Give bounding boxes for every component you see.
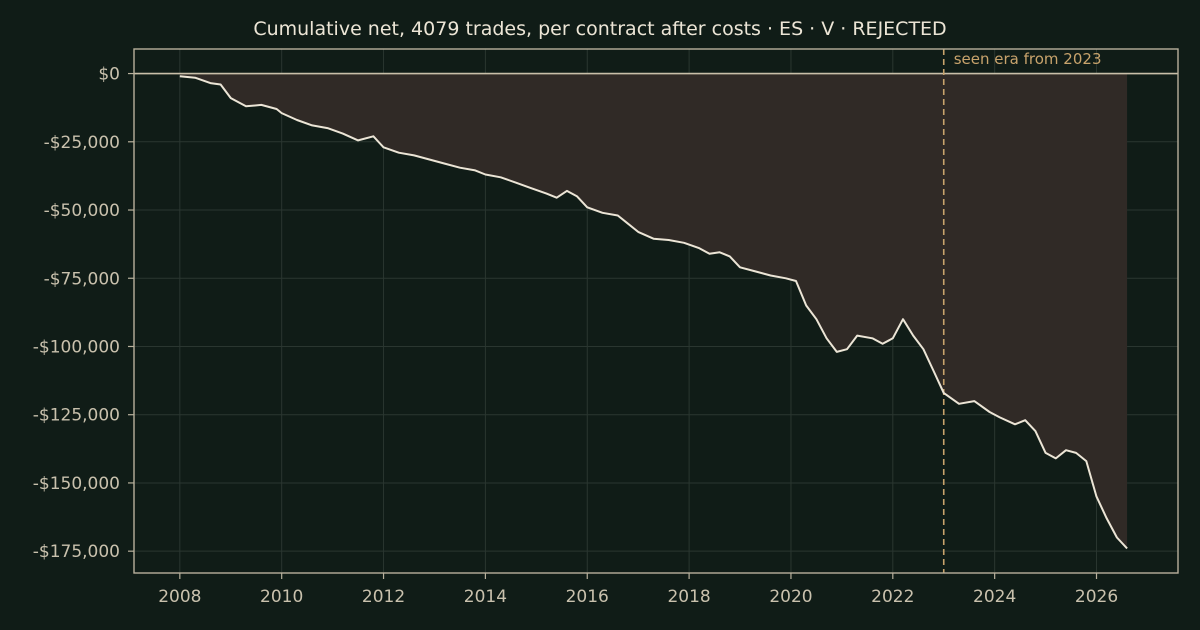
y-axis: $0 -$25,000 -$50,000 -$75,000 -$100,000 -$125…	[33, 65, 134, 562]
series-line	[179, 75, 1128, 550]
x-tick-label: 2010	[260, 587, 303, 607]
y-tick-label: -$100,000	[33, 337, 120, 357]
seen-era-label: seen era from 2023	[954, 50, 1102, 68]
x-tick-label: 2016	[566, 587, 609, 607]
chart-title: Cumulative net, 4079 trades, per contrac…	[253, 18, 947, 40]
y-tick-label: -$150,000	[33, 474, 120, 494]
y-tick-label: -$25,000	[44, 133, 120, 153]
x-tick-label: 2020	[769, 587, 812, 607]
drawdown-area	[179, 73, 1128, 549]
y-tick-label: -$175,000	[33, 542, 120, 562]
x-tick-label: 2008	[158, 587, 201, 607]
plot-frame	[133, 48, 1179, 574]
y-tick-label: $0	[98, 65, 120, 85]
y-tick-label: -$50,000	[44, 201, 120, 221]
x-axis: 2008 2010 2012 2014 2016 2018 2020 2022 2024 2026	[158, 573, 1118, 607]
y-tick-label: -$125,000	[33, 406, 120, 426]
x-tick-label: 2018	[667, 587, 710, 607]
x-tick-label: 2014	[464, 587, 507, 607]
x-tick-label: 2012	[362, 587, 405, 607]
x-tick-label: 2024	[973, 587, 1016, 607]
x-tick-label: 2026	[1075, 587, 1118, 607]
x-tick-label: 2022	[871, 587, 914, 607]
y-tick-label: -$75,000	[44, 269, 120, 289]
